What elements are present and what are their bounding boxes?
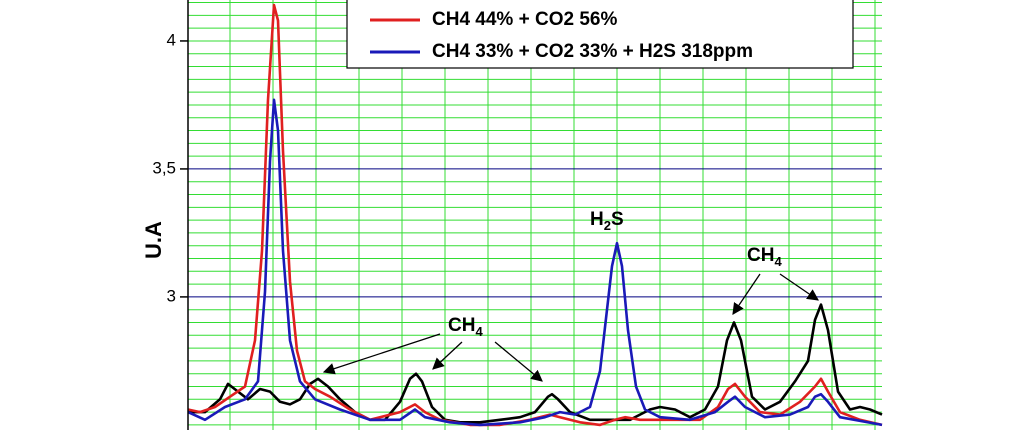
annotation-arrows — [322, 273, 819, 382]
legend: CH4 44% + CO2 56% CH4 33% + CO2 33% + H2S… — [370, 9, 753, 62]
annotation-subscript: 2 — [604, 218, 611, 233]
annotation: CH4 — [448, 315, 483, 339]
legend-label: CH4 44% + CO2 56% — [432, 9, 617, 30]
annotation: H2S — [590, 209, 624, 233]
annotation-suffix: S — [611, 209, 624, 230]
series-line — [187, 98, 883, 427]
y-axis-label: U.A — [141, 221, 166, 259]
annotation-subscript: 4 — [475, 324, 483, 339]
annotation-text: H — [590, 209, 604, 230]
y-tick-label: 3,5 — [152, 158, 176, 177]
annotation-text: CH — [747, 245, 774, 266]
lines — [187, 3, 883, 427]
y-tick-label: 3 — [167, 286, 176, 305]
annotation-text: CH — [448, 315, 475, 336]
axis: 33,54 — [152, 30, 188, 305]
legend-box — [346, 0, 854, 69]
series-line — [188, 303, 883, 424]
y-tick-label: 4 — [167, 30, 176, 49]
annotation: CH4 — [747, 245, 782, 269]
annotation-subscript: 4 — [774, 254, 782, 269]
legend-label: CH4 33% + CO2 33% + H2S 318ppm — [432, 41, 753, 62]
